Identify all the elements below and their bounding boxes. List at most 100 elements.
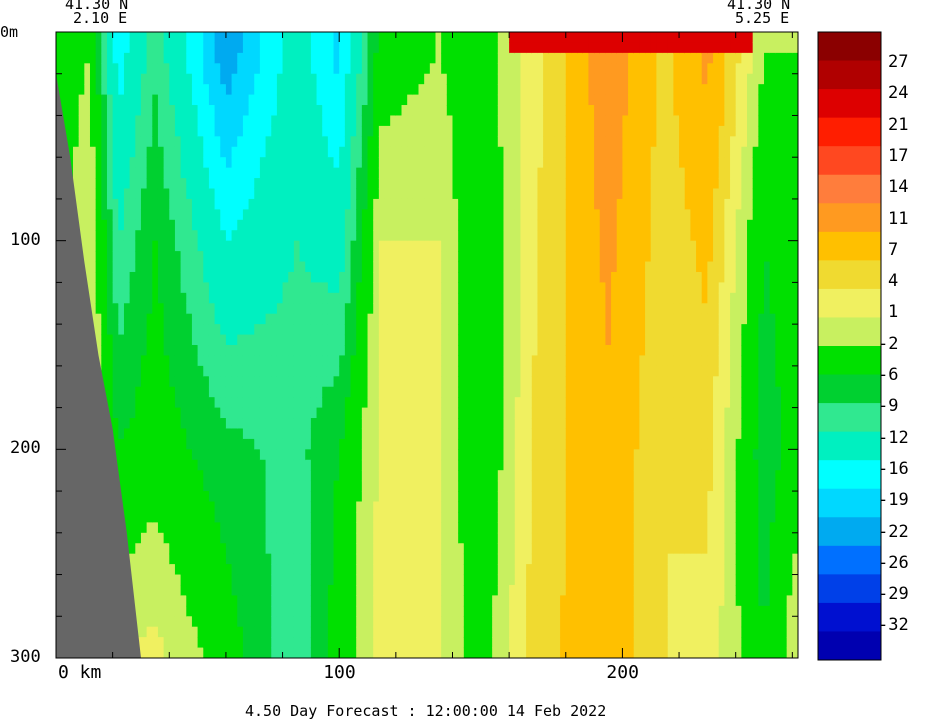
field-cell — [452, 84, 459, 96]
field-cell — [316, 543, 323, 555]
field-cell — [191, 397, 199, 409]
field-cell — [288, 470, 295, 482]
field-cell — [514, 94, 522, 106]
field-cell — [435, 105, 442, 117]
field-cell — [140, 480, 148, 492]
field-cell — [163, 251, 170, 263]
field-cell — [367, 459, 374, 471]
field-cell — [288, 637, 295, 649]
field-cell — [174, 105, 182, 117]
field-cell — [56, 42, 63, 54]
field-cell — [361, 157, 369, 169]
field-cell — [429, 376, 437, 388]
field-cell — [441, 428, 448, 440]
field-cell — [191, 157, 199, 169]
field-cell — [254, 438, 261, 450]
field-cell — [157, 105, 165, 117]
field-cell — [299, 511, 306, 523]
field-cell — [208, 52, 216, 64]
field-cell — [157, 73, 165, 85]
field-cell — [67, 136, 74, 148]
field-cell — [140, 428, 148, 440]
field-cell — [95, 52, 102, 64]
field-cell — [129, 355, 136, 367]
field-cell — [435, 459, 442, 471]
field-cell — [237, 63, 244, 75]
field-cell — [412, 261, 420, 273]
field-cell — [135, 334, 142, 346]
field-cell — [441, 637, 448, 649]
field-cell — [429, 511, 437, 523]
field-cell — [123, 313, 131, 325]
field-cell — [322, 52, 329, 64]
field-cell — [248, 240, 255, 252]
field-cell — [299, 303, 306, 315]
field-cell — [395, 595, 403, 607]
field-cell — [407, 637, 414, 649]
field-cell — [89, 73, 97, 85]
field-cell — [186, 73, 193, 85]
field-cell — [367, 418, 374, 430]
field-cell — [305, 397, 312, 409]
field-cell — [344, 136, 352, 148]
field-cell — [486, 334, 493, 346]
field-cell — [435, 491, 442, 503]
field-cell — [356, 595, 363, 607]
field-cell — [458, 574, 465, 586]
field-cell — [520, 146, 527, 158]
field-cell — [463, 564, 471, 576]
field-cell — [367, 63, 374, 75]
field-cell — [276, 32, 284, 44]
field-cell — [265, 324, 272, 336]
field-cell — [327, 146, 335, 158]
field-cell — [276, 167, 284, 179]
field-cell — [327, 386, 335, 398]
field-cell — [197, 407, 204, 419]
field-cell — [526, 167, 533, 179]
field-cell — [220, 42, 227, 54]
field-cell — [180, 470, 187, 482]
field-cell — [135, 271, 142, 283]
field-cell — [140, 251, 148, 263]
field-cell — [424, 313, 431, 325]
field-cell — [367, 271, 374, 283]
field-cell — [180, 219, 187, 231]
field-cell — [384, 574, 391, 586]
field-cell — [242, 313, 250, 325]
field-cell — [271, 188, 278, 200]
field-cell — [367, 282, 374, 294]
field-cell — [180, 52, 187, 64]
field-cell — [231, 292, 238, 304]
field-cell — [446, 428, 454, 440]
field-cell — [333, 449, 340, 461]
field-cell — [214, 52, 221, 64]
field-cell — [84, 52, 91, 64]
field-cell — [333, 355, 340, 367]
field-cell — [191, 303, 199, 315]
field-cell — [333, 564, 340, 576]
field-cell — [463, 355, 471, 367]
field-cell — [480, 428, 488, 440]
field-cell — [208, 584, 216, 596]
field-cell — [480, 240, 488, 252]
field-cell — [356, 240, 363, 252]
field-cell — [446, 125, 454, 137]
field-cell — [503, 313, 510, 325]
field-cell — [384, 616, 391, 628]
field-cell — [157, 84, 165, 96]
field-cell — [106, 136, 114, 148]
field-cell — [407, 230, 414, 242]
field-cell — [514, 376, 522, 388]
field-cell — [446, 418, 454, 430]
field-cell — [174, 313, 182, 325]
field-cell — [242, 303, 250, 315]
field-cell — [282, 219, 289, 231]
field-cell — [458, 376, 465, 388]
field-cell — [390, 136, 397, 148]
field-cell — [152, 449, 159, 461]
field-cell — [231, 178, 238, 190]
field-cell — [203, 136, 210, 148]
field-cell — [101, 345, 108, 357]
field-cell — [344, 626, 352, 638]
field-cell — [469, 584, 476, 596]
